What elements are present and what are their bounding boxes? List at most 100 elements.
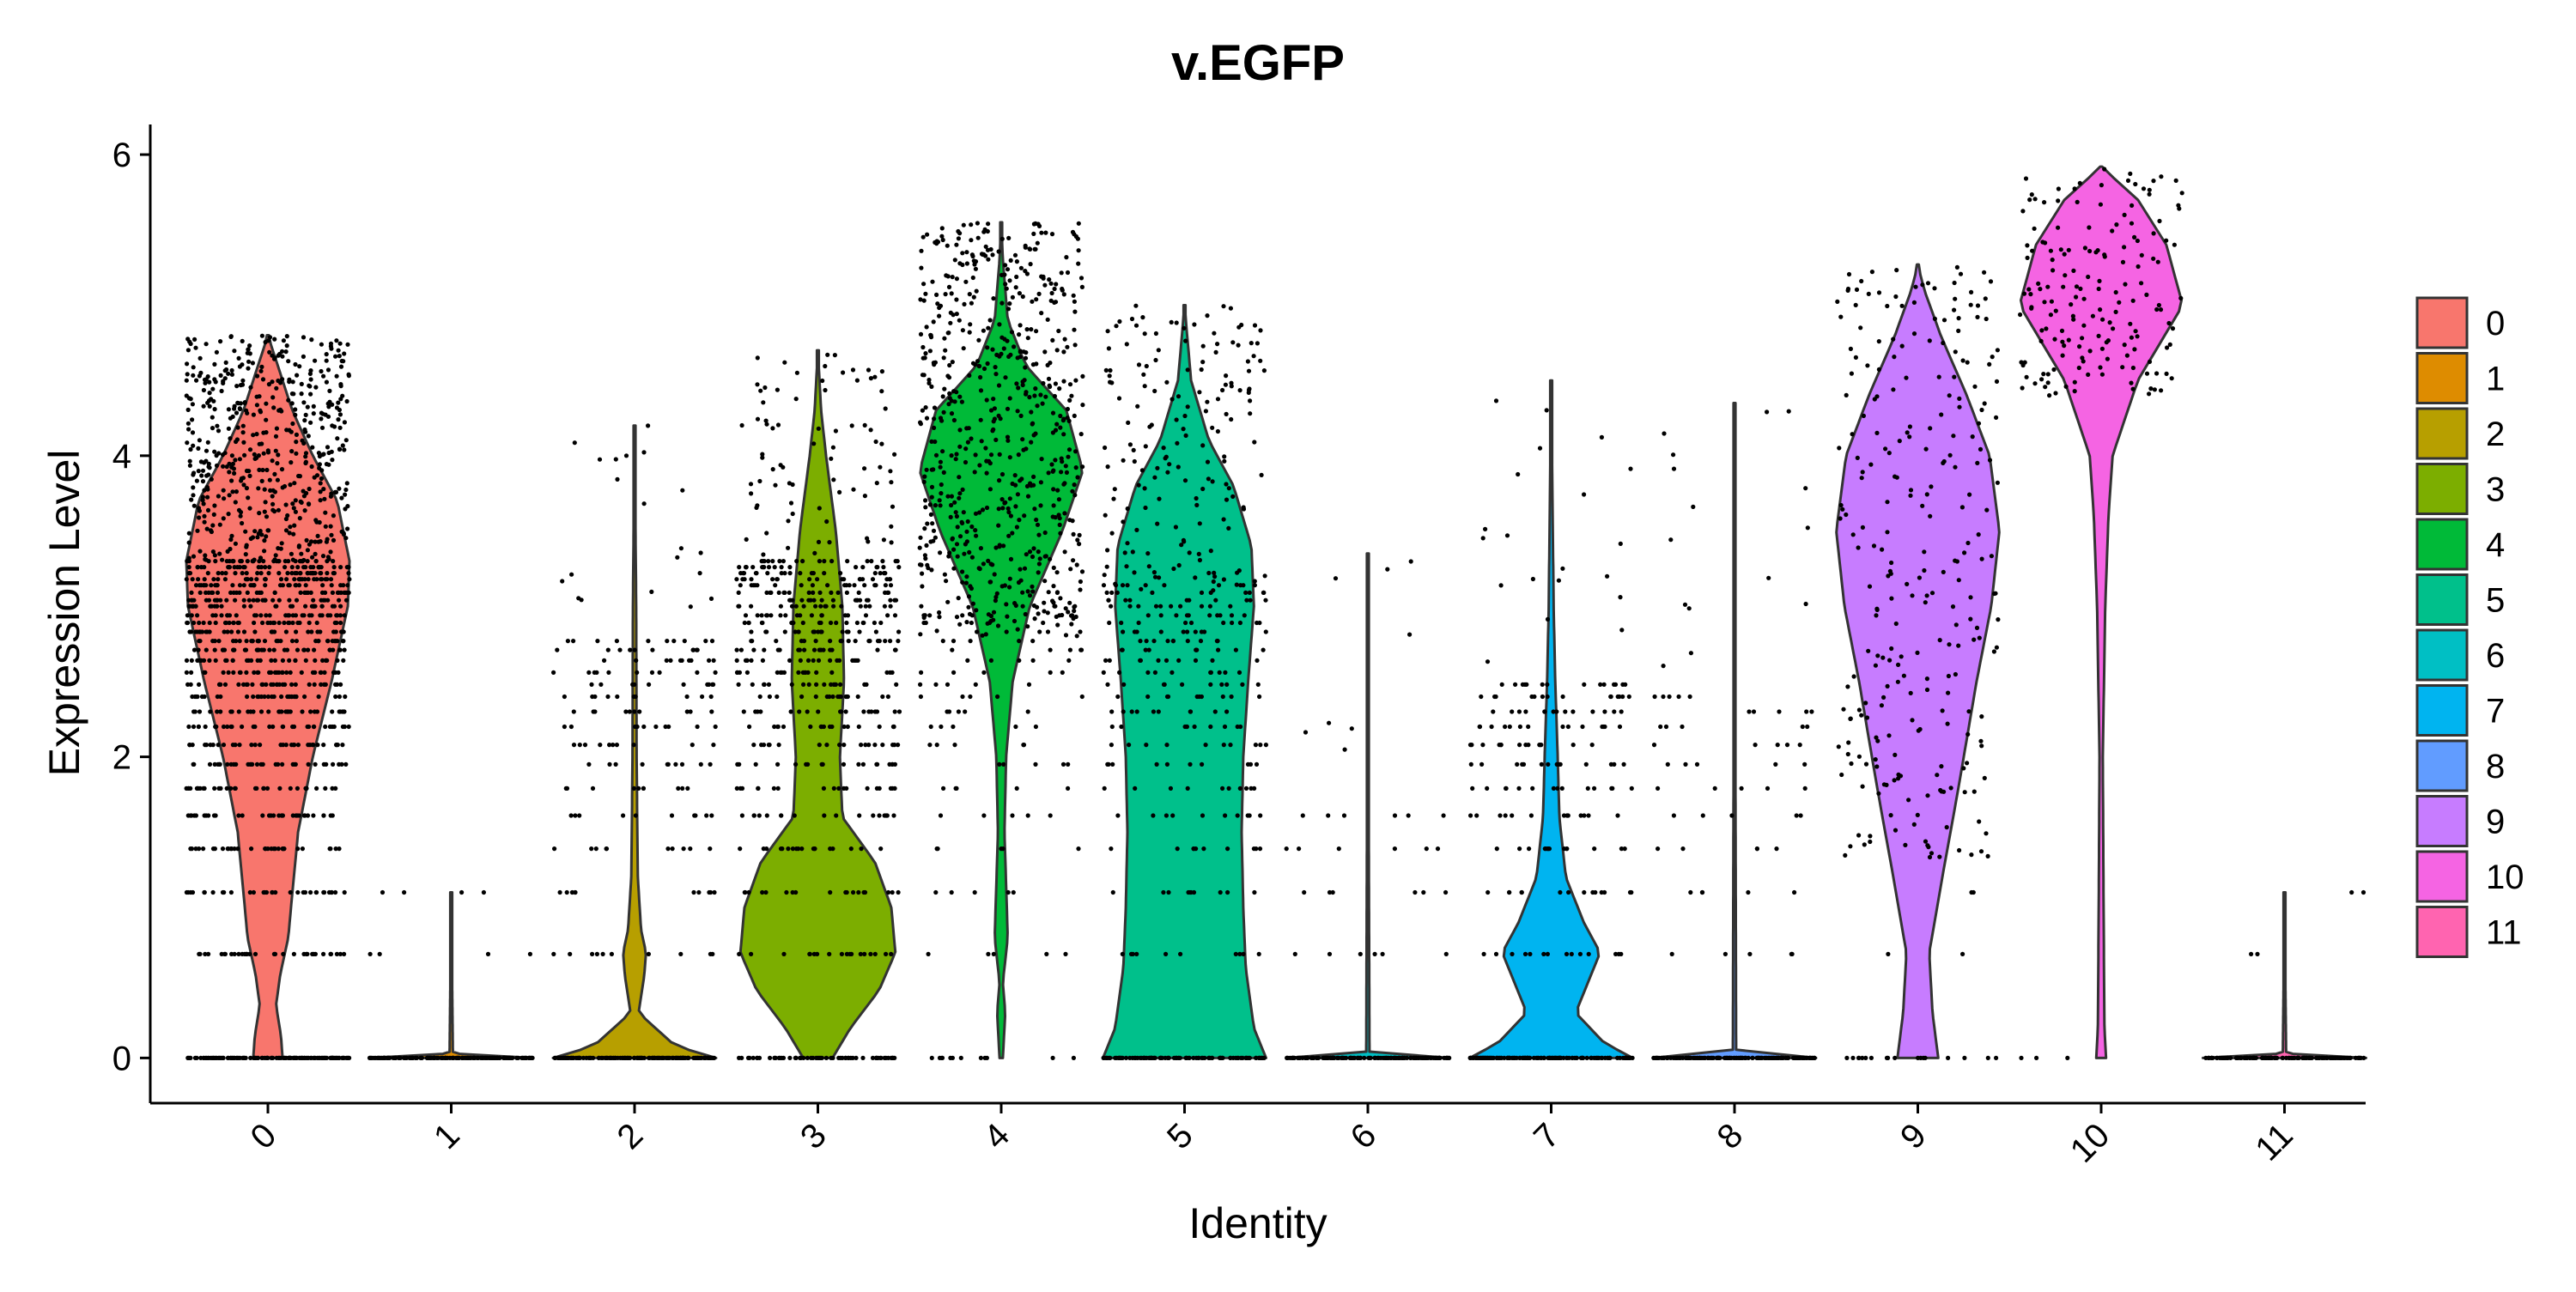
data-point (258, 613, 264, 618)
data-point (2065, 1055, 2070, 1060)
points-group-10 (2018, 167, 2184, 1060)
data-point (346, 571, 351, 576)
data-point (592, 694, 598, 700)
data-point (264, 889, 270, 895)
data-point (212, 361, 217, 367)
data-point (1850, 1055, 1856, 1060)
data-point (1036, 532, 1042, 537)
data-point (221, 724, 227, 730)
data-point (918, 331, 924, 337)
data-point (1109, 590, 1115, 596)
data-point (202, 786, 207, 792)
data-point (1063, 633, 1069, 638)
data-point (1024, 483, 1030, 489)
data-point (617, 647, 623, 652)
data-point (1217, 670, 1222, 676)
data-point (928, 724, 933, 730)
data-point (1051, 503, 1056, 508)
data-point (301, 354, 306, 359)
data-point (1956, 328, 1961, 333)
data-point (614, 743, 620, 748)
data-point (1840, 506, 1845, 512)
data-point (665, 761, 670, 767)
data-point (323, 524, 328, 529)
data-point (943, 348, 948, 353)
data-point (1127, 442, 1133, 447)
data-point (321, 487, 326, 492)
data-point (965, 440, 970, 445)
data-point (1030, 421, 1036, 426)
data-point (1003, 263, 1008, 268)
data-point (283, 528, 289, 533)
data-point (990, 562, 995, 567)
data-point (1212, 709, 1218, 714)
data-point (1066, 418, 1072, 423)
data-point (245, 350, 250, 355)
data-point (1213, 597, 1218, 603)
data-point (957, 394, 963, 399)
data-point (1134, 951, 1139, 956)
data-point (1885, 500, 1890, 505)
data-point (845, 724, 850, 730)
data-point (2135, 334, 2140, 339)
data-point (1856, 545, 1861, 550)
data-point (1255, 682, 1261, 688)
data-point (1230, 1055, 1236, 1060)
data-point (196, 469, 201, 474)
data-point (872, 951, 878, 956)
data-point (649, 670, 655, 676)
data-point (1850, 432, 1855, 437)
data-point (590, 786, 596, 792)
data-point (955, 554, 960, 559)
data-point (739, 786, 745, 792)
data-point (925, 232, 930, 237)
data-point (278, 1055, 283, 1060)
data-point (828, 658, 833, 664)
data-point (935, 301, 940, 306)
data-point (320, 554, 326, 559)
data-point (1027, 549, 1033, 555)
data-point (841, 577, 847, 582)
data-point (740, 571, 746, 576)
data-point (205, 374, 210, 379)
data-point (935, 846, 940, 852)
data-point (1070, 229, 1076, 234)
data-point (984, 505, 990, 511)
data-point (1957, 404, 1962, 409)
data-point (632, 682, 637, 688)
data-point (227, 620, 232, 626)
data-point (264, 417, 269, 422)
data-point (939, 482, 944, 488)
data-point (677, 658, 683, 664)
data-point (843, 1055, 848, 1060)
data-point (1106, 761, 1111, 767)
data-point (872, 709, 878, 714)
data-point (1193, 575, 1198, 580)
data-point (2058, 247, 2063, 252)
data-point (623, 709, 629, 714)
data-point (329, 491, 334, 496)
data-point (1051, 468, 1056, 473)
data-point (918, 682, 923, 688)
data-point (956, 236, 961, 241)
data-point (258, 761, 264, 767)
data-point (981, 813, 987, 818)
data-point (997, 322, 1002, 327)
data-point (234, 384, 240, 389)
data-point (1023, 243, 1028, 248)
data-point (874, 481, 879, 486)
data-point (243, 529, 248, 534)
data-point (1144, 639, 1149, 644)
data-point (1483, 1055, 1488, 1060)
data-point (230, 658, 235, 664)
data-point (1586, 813, 1591, 818)
data-point (1893, 294, 1899, 300)
data-point (1517, 1055, 1522, 1060)
data-point (793, 846, 799, 852)
data-point (1212, 331, 1217, 336)
data-point (1962, 550, 1967, 555)
data-point (969, 252, 975, 258)
data-point (1164, 761, 1170, 767)
data-point (343, 438, 349, 443)
data-point (949, 502, 954, 508)
